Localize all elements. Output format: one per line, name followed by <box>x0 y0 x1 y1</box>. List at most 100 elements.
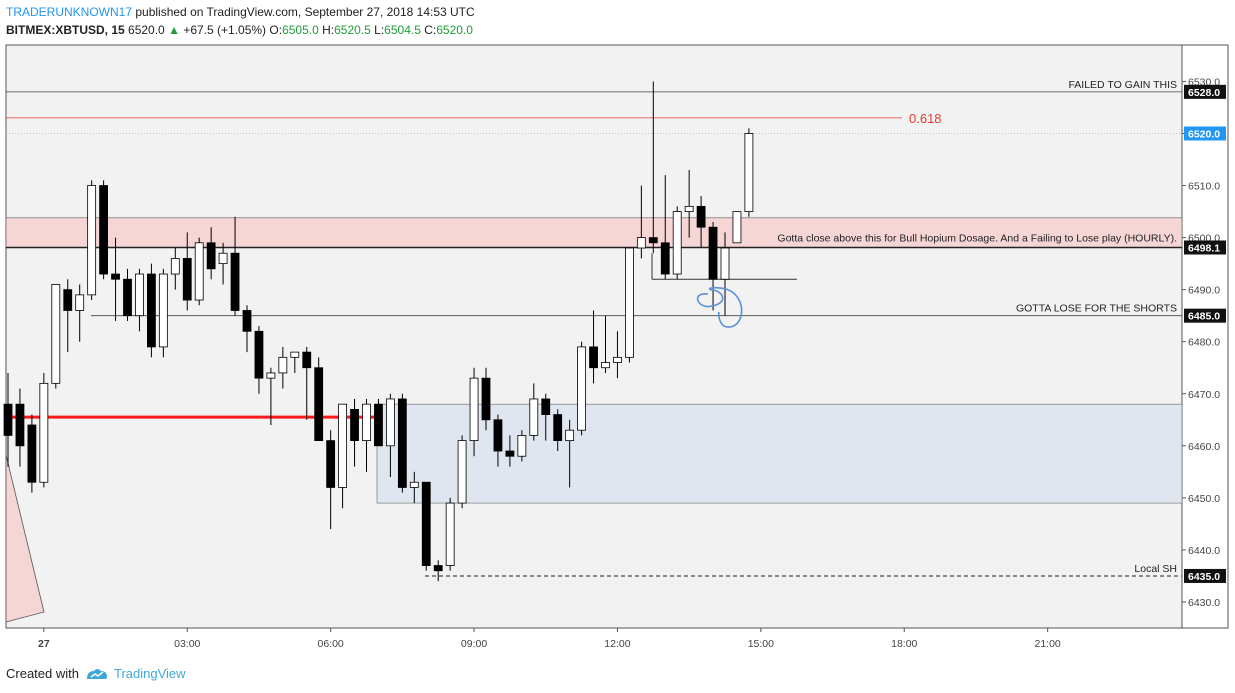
candle-body[interactable] <box>505 450 515 457</box>
candle-body[interactable] <box>385 398 395 447</box>
fib-0618-label: 0.618 <box>909 111 942 126</box>
symbol-label[interactable]: BITMEX:XBTUSD, 15 <box>6 23 125 37</box>
price-tag-last-bg <box>1184 126 1226 141</box>
candle-body[interactable] <box>374 403 383 447</box>
candle-body[interactable] <box>421 481 431 566</box>
candle-body[interactable] <box>350 408 359 442</box>
candle-body[interactable] <box>553 414 563 442</box>
low-value: 6504.5 <box>384 23 421 37</box>
footer: Created with TradingView <box>6 666 186 681</box>
candle-body[interactable] <box>409 481 419 488</box>
candle-body[interactable] <box>338 403 348 488</box>
candle-body[interactable] <box>565 429 575 442</box>
x-tick-label: 06:00 <box>318 638 344 650</box>
tradingview-brand[interactable]: TradingView <box>85 666 186 681</box>
candle-body[interactable] <box>469 377 479 442</box>
y-tick-label: 6450.0 <box>1188 493 1220 505</box>
candle-body[interactable] <box>182 258 192 301</box>
candle-body[interactable] <box>135 273 144 317</box>
open-value: 6505.0 <box>282 23 319 37</box>
candle-body[interactable] <box>99 185 108 275</box>
y-tick-label: 6490.0 <box>1188 285 1220 297</box>
candle-body[interactable] <box>744 133 754 212</box>
candle-body[interactable] <box>15 403 25 447</box>
high-label: H: <box>322 23 335 37</box>
candle-body[interactable] <box>87 185 97 296</box>
price-tag-6498: 6498.1 <box>1188 242 1220 254</box>
candle-body[interactable] <box>493 419 503 452</box>
open-label: O: <box>269 23 283 37</box>
close-value: 6520.0 <box>436 23 473 37</box>
candle-body[interactable] <box>433 565 443 572</box>
price-tag-6435-bg <box>1184 568 1226 583</box>
label-failed-to-gain: FAILED TO GAIN THIS <box>1068 79 1177 91</box>
candle-body[interactable] <box>278 356 288 374</box>
hand-drawn-circle-annotation[interactable] <box>696 286 743 328</box>
publish-info: published on TradingView.com, September … <box>135 5 475 19</box>
label-local-sh: Local SH <box>1134 563 1177 575</box>
candle-body[interactable] <box>75 294 85 311</box>
candle-body[interactable] <box>696 205 706 228</box>
price-change: +67.5 (+1.05%) <box>183 23 267 37</box>
candle-body[interactable] <box>684 205 694 212</box>
candle-body[interactable] <box>302 351 312 369</box>
candle-body[interactable] <box>362 403 371 442</box>
candle-body[interactable] <box>326 440 336 488</box>
candle-body[interactable] <box>242 310 252 332</box>
candle-body[interactable] <box>170 258 180 275</box>
candle-body[interactable] <box>254 330 264 379</box>
price-tag-6528-bg <box>1184 84 1226 99</box>
pink-triangle-shape[interactable] <box>5 454 45 623</box>
candle-body[interactable] <box>457 440 467 504</box>
candle-body[interactable] <box>290 351 300 358</box>
candle-body[interactable] <box>481 377 491 421</box>
last-price: 6520.0 <box>128 23 165 37</box>
price-tag-6528: 6528.0 <box>1188 87 1220 99</box>
candle-body[interactable] <box>613 356 622 363</box>
candle-body[interactable] <box>111 273 120 280</box>
candle-body[interactable] <box>672 211 682 275</box>
candle-body[interactable] <box>218 252 228 265</box>
candle-body[interactable] <box>529 398 539 436</box>
candle-body[interactable] <box>230 252 240 311</box>
candle-body[interactable] <box>63 289 73 311</box>
close-label: C: <box>424 23 437 37</box>
candle-body[interactable] <box>625 247 634 358</box>
resistance-zone[interactable] <box>5 217 1183 248</box>
candle-body[interactable] <box>660 242 670 275</box>
candle-body[interactable] <box>577 346 586 431</box>
candle-body[interactable] <box>266 372 276 379</box>
candle-body[interactable] <box>397 398 407 488</box>
candle-body[interactable] <box>3 403 13 436</box>
y-tick-label: 6440.0 <box>1188 545 1220 557</box>
candle-body[interactable] <box>636 237 646 249</box>
candle-body[interactable] <box>206 242 216 270</box>
price-tag-last: 6520.0 <box>1188 128 1220 140</box>
candle-body[interactable] <box>648 237 658 244</box>
candle-body[interactable] <box>194 242 204 301</box>
candle-body[interactable] <box>123 278 132 317</box>
candle-body[interactable] <box>732 211 742 244</box>
candle-body[interactable] <box>51 284 61 384</box>
candle-body[interactable] <box>589 346 598 369</box>
candle-body[interactable] <box>445 502 455 566</box>
candle-body[interactable] <box>146 273 156 348</box>
candle-body[interactable] <box>720 247 730 280</box>
candlestick-chart[interactable]: 0.618 FAILED TO GAIN THIS Gotta close abov… <box>0 0 1235 660</box>
candle-body[interactable] <box>39 382 49 483</box>
candle-body[interactable] <box>601 362 610 369</box>
label-hopium: Gotta close above this for Bull Hopium D… <box>777 232 1177 244</box>
candle-body[interactable] <box>517 435 527 457</box>
candle-body[interactable] <box>541 398 551 415</box>
up-arrow-icon: ▲ <box>168 23 180 37</box>
high-value: 6520.5 <box>334 23 371 37</box>
candle-body[interactable] <box>708 226 718 280</box>
x-tick-label: 21:00 <box>1035 638 1061 650</box>
candle-body[interactable] <box>27 424 37 483</box>
author-name[interactable]: TRADERUNKNOWN17 <box>6 5 133 19</box>
x-tick-label: 03:00 <box>174 638 200 650</box>
y-tick-label: 6460.0 <box>1188 441 1220 453</box>
y-tick-label: 6430.0 <box>1188 597 1220 609</box>
candle-body[interactable] <box>314 367 324 442</box>
candle-body[interactable] <box>158 273 168 348</box>
